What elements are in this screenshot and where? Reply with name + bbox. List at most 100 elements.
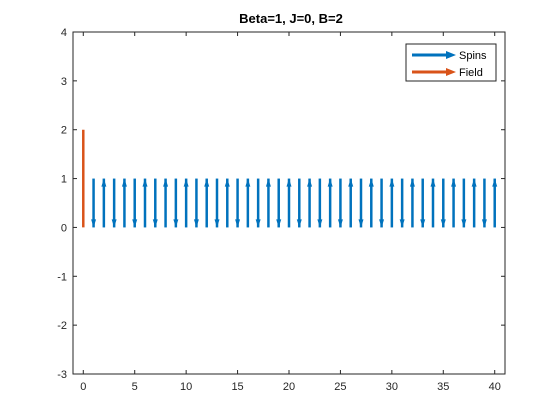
spin-arrow xyxy=(409,178,415,228)
legend-field-label: Field xyxy=(459,67,483,79)
spin-arrow-head xyxy=(214,219,220,228)
spin-arrow xyxy=(440,178,446,228)
spin-arrow-head xyxy=(451,178,457,187)
spin-arrow-head xyxy=(224,178,230,187)
spin-arrow xyxy=(420,178,426,228)
spin-arrow xyxy=(142,178,148,228)
spin-arrow xyxy=(368,178,374,228)
legend-entry-field: Field xyxy=(412,67,483,79)
x-tick-label: 30 xyxy=(386,381,398,393)
spin-arrow-head xyxy=(152,219,158,228)
spin-arrow-head xyxy=(91,219,97,228)
spin-arrow xyxy=(348,178,354,228)
spin-arrow xyxy=(214,178,220,228)
x-tick-label: 5 xyxy=(132,381,138,393)
chart-title: Beta=1, J=0, B=2 xyxy=(239,11,343,26)
spin-arrow xyxy=(286,178,292,228)
spin-arrow-head xyxy=(399,219,405,228)
y-tick-label: 3 xyxy=(61,76,67,88)
spin-arrow xyxy=(255,178,261,228)
spin-arrow xyxy=(399,178,405,228)
y-tick-label: 2 xyxy=(61,125,67,137)
spin-arrow xyxy=(296,178,302,228)
spin-arrow-head xyxy=(132,219,138,228)
spin-arrow-head xyxy=(276,219,282,228)
spin-arrow-head xyxy=(296,219,302,228)
legend-field-arrow-head xyxy=(446,68,456,76)
spin-arrow-head xyxy=(358,219,364,228)
spin-arrow-head xyxy=(471,178,477,187)
spin-arrow-head xyxy=(173,219,179,228)
spin-arrow-head xyxy=(183,178,189,187)
spin-arrow-head xyxy=(461,219,467,228)
spin-arrow-head xyxy=(348,178,354,187)
marks-layer xyxy=(82,129,498,228)
spin-arrow xyxy=(121,178,127,228)
y-tick-label: -3 xyxy=(57,369,67,381)
spin-arrow-head xyxy=(420,219,426,228)
spin-arrow-head xyxy=(409,178,415,187)
spin-arrow xyxy=(327,178,333,228)
spin-arrow xyxy=(492,178,498,228)
legend-spins-arrow-head xyxy=(446,51,456,59)
y-tick-label: 1 xyxy=(61,174,67,186)
y-tick-label: 0 xyxy=(61,222,67,234)
spin-arrow-head xyxy=(337,219,343,228)
spin-arrow-head xyxy=(368,178,374,187)
spin-arrow-head xyxy=(163,178,169,187)
spin-arrow-head xyxy=(440,219,446,228)
spin-arrow xyxy=(152,178,158,228)
spin-arrow-head xyxy=(101,178,107,187)
spin-arrow-head xyxy=(481,219,487,228)
spin-arrow-head xyxy=(111,219,117,228)
spin-arrow-head xyxy=(286,178,292,187)
x-tick-label: 20 xyxy=(283,381,295,393)
spin-arrow xyxy=(235,178,241,228)
spin-arrow-head xyxy=(265,178,271,187)
spin-arrow-head xyxy=(255,219,261,228)
x-tick-label: 40 xyxy=(489,381,501,393)
spin-arrow xyxy=(91,178,97,228)
spin-arrow-head xyxy=(121,178,127,187)
spin-arrow xyxy=(173,178,179,228)
y-tick-label: 4 xyxy=(61,27,67,39)
x-tick-label: 15 xyxy=(231,381,243,393)
spin-arrow xyxy=(132,178,138,228)
spin-arrow-head xyxy=(492,178,498,187)
spin-arrow xyxy=(307,178,313,228)
legend-box xyxy=(405,43,497,82)
legend-entry-spins: Spins xyxy=(412,50,487,62)
spin-arrow xyxy=(183,178,189,228)
spin-arrow-head xyxy=(327,178,333,187)
spin-arrow xyxy=(317,178,323,228)
spin-arrow xyxy=(193,178,199,228)
spin-arrow xyxy=(481,178,487,228)
legend: Spins Field xyxy=(405,43,497,82)
spin-arrow-head xyxy=(379,219,385,228)
spin-arrow xyxy=(245,178,251,228)
x-tick-label: 10 xyxy=(180,381,192,393)
legend-spins-label: Spins xyxy=(459,50,487,62)
spin-arrow xyxy=(204,178,210,228)
spin-arrow xyxy=(163,178,169,228)
x-tick-label: 35 xyxy=(437,381,449,393)
spin-arrow xyxy=(461,178,467,228)
spin-arrow-head xyxy=(193,219,199,228)
spin-arrow-head xyxy=(317,219,323,228)
spin-arrow xyxy=(358,178,364,228)
y-tick-label: -1 xyxy=(57,271,67,283)
spin-arrow-head xyxy=(142,178,148,187)
spin-arrow-head xyxy=(245,178,251,187)
spin-arrow xyxy=(430,178,436,228)
spin-arrow-head xyxy=(389,178,395,187)
x-tick-label: 0 xyxy=(80,381,86,393)
spin-arrow xyxy=(379,178,385,228)
ticks-layer: 0 5 10 15 20 25 30 35 40 -3 -2 -1 0 1 2 3 4 xyxy=(57,27,505,393)
spin-arrow xyxy=(224,178,230,228)
spin-arrow xyxy=(389,178,395,228)
spin-arrow xyxy=(101,178,107,228)
spin-arrow-head xyxy=(204,178,210,187)
spin-arrow xyxy=(451,178,457,228)
spin-arrow xyxy=(265,178,271,228)
